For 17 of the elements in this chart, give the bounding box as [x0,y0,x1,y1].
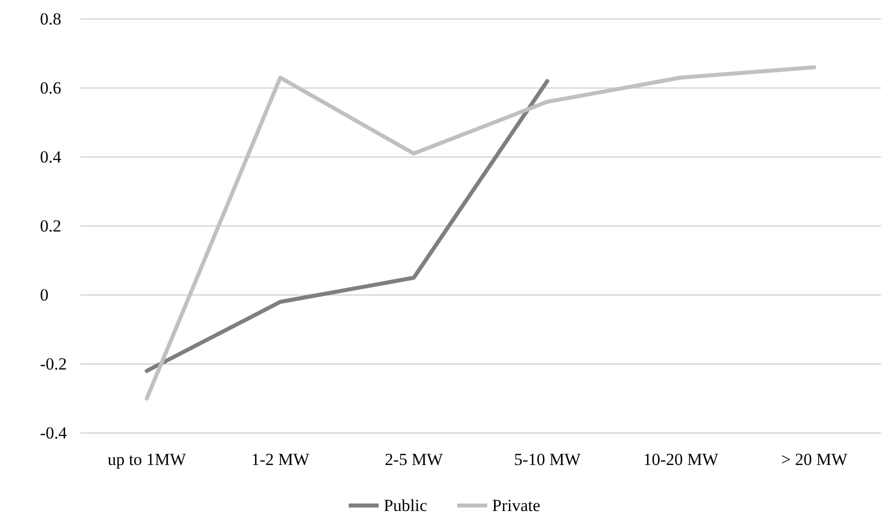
x-tick-label: up to 1MW [108,450,187,469]
y-tick-label: -0.2 [40,354,67,374]
legend-label: Public [384,496,428,515]
y-tick-label: -0.4 [40,424,68,442]
x-tick-label: 1-2 MW [251,450,310,469]
y-tick-label: 0 [40,286,48,304]
line-series [144,65,816,400]
x-tick-label: 10-20 MW [643,450,720,469]
y-tick-label: 0.8 [40,10,62,28]
y-tick-label: 0.4 [40,148,62,166]
x-tick-label: > 20 MW [781,450,848,469]
legend-label: Private [492,496,540,515]
line-series [144,79,550,373]
x-tick-label: 5-10 MW [514,450,582,469]
y-tick-label: 0.2 [40,216,62,236]
x-tick-label: 2-5 MW [384,450,444,469]
y-tick-label: 0.6 [40,78,62,98]
